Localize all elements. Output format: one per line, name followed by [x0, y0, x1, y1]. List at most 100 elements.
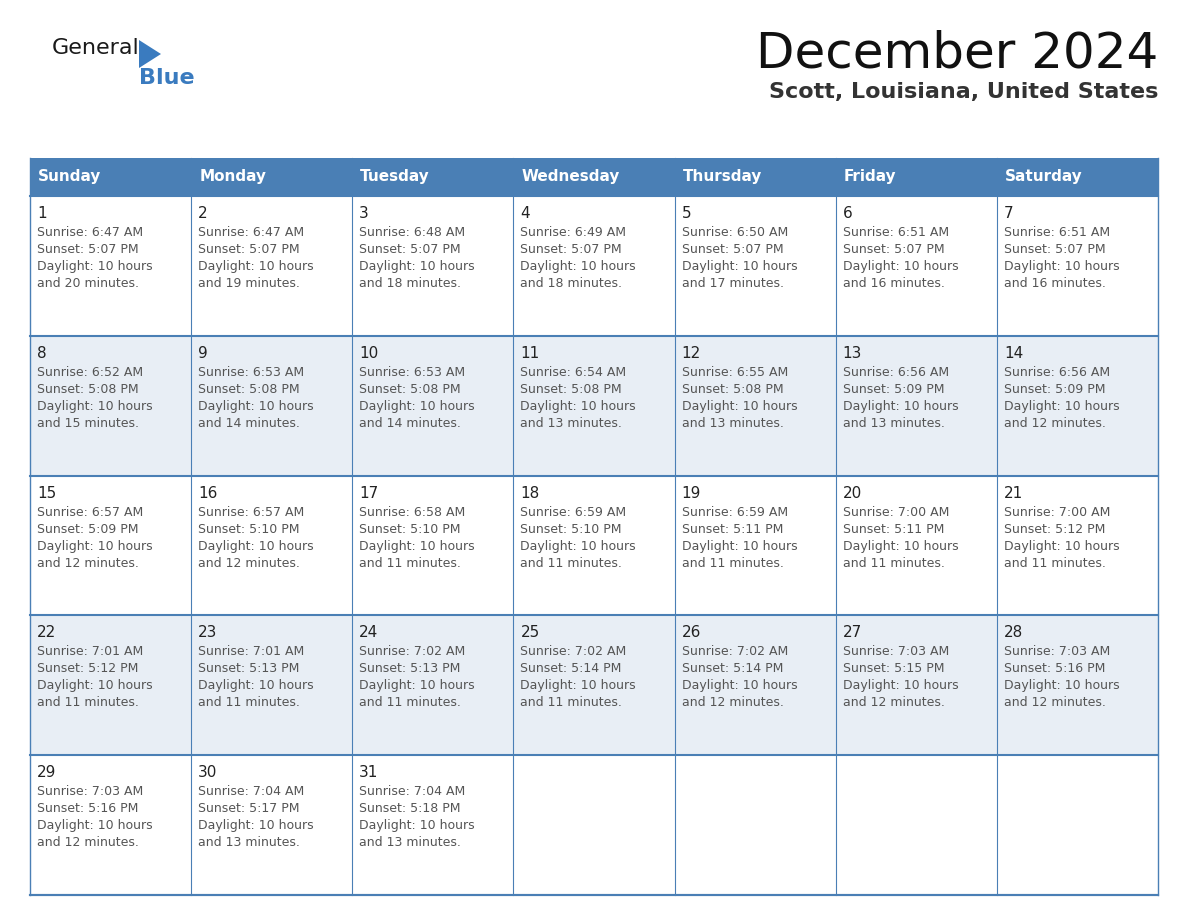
Text: 20: 20 — [842, 486, 862, 500]
Text: Sunset: 5:08 PM: Sunset: 5:08 PM — [198, 383, 299, 396]
Text: Daylight: 10 hours: Daylight: 10 hours — [37, 819, 152, 833]
Text: Blue: Blue — [139, 68, 195, 88]
Text: Sunset: 5:09 PM: Sunset: 5:09 PM — [1004, 383, 1105, 396]
Text: 27: 27 — [842, 625, 862, 641]
Text: Daylight: 10 hours: Daylight: 10 hours — [682, 400, 797, 413]
Text: Sunrise: 6:58 AM: Sunrise: 6:58 AM — [359, 506, 466, 519]
Text: Sunrise: 6:57 AM: Sunrise: 6:57 AM — [198, 506, 304, 519]
Text: and 12 minutes.: and 12 minutes. — [842, 697, 944, 710]
Text: Sunrise: 7:04 AM: Sunrise: 7:04 AM — [359, 785, 466, 798]
Text: and 12 minutes.: and 12 minutes. — [37, 556, 139, 569]
Text: Daylight: 10 hours: Daylight: 10 hours — [1004, 400, 1119, 413]
Text: Sunset: 5:16 PM: Sunset: 5:16 PM — [37, 802, 138, 815]
Text: and 11 minutes.: and 11 minutes. — [1004, 556, 1106, 569]
Text: Sunset: 5:12 PM: Sunset: 5:12 PM — [1004, 522, 1105, 535]
Text: Daylight: 10 hours: Daylight: 10 hours — [359, 540, 475, 553]
Text: Sunrise: 7:03 AM: Sunrise: 7:03 AM — [37, 785, 144, 798]
Text: Sunrise: 7:01 AM: Sunrise: 7:01 AM — [198, 645, 304, 658]
Text: Sunrise: 6:50 AM: Sunrise: 6:50 AM — [682, 226, 788, 239]
Text: Daylight: 10 hours: Daylight: 10 hours — [520, 260, 636, 273]
Text: Sunset: 5:10 PM: Sunset: 5:10 PM — [359, 522, 461, 535]
Text: Daylight: 10 hours: Daylight: 10 hours — [1004, 679, 1119, 692]
Text: 3: 3 — [359, 206, 369, 221]
Text: 6: 6 — [842, 206, 853, 221]
Text: Sunset: 5:13 PM: Sunset: 5:13 PM — [359, 663, 461, 676]
Text: and 13 minutes.: and 13 minutes. — [682, 417, 783, 430]
Text: Daylight: 10 hours: Daylight: 10 hours — [359, 819, 475, 833]
Text: Daylight: 10 hours: Daylight: 10 hours — [198, 260, 314, 273]
Text: Sunrise: 6:54 AM: Sunrise: 6:54 AM — [520, 365, 626, 379]
Text: and 11 minutes.: and 11 minutes. — [520, 556, 623, 569]
Text: and 11 minutes.: and 11 minutes. — [842, 556, 944, 569]
Text: 23: 23 — [198, 625, 217, 641]
Text: Daylight: 10 hours: Daylight: 10 hours — [359, 260, 475, 273]
Text: Sunset: 5:07 PM: Sunset: 5:07 PM — [1004, 243, 1106, 256]
Text: and 11 minutes.: and 11 minutes. — [520, 697, 623, 710]
Text: December 2024: December 2024 — [756, 30, 1158, 78]
Text: Sunset: 5:08 PM: Sunset: 5:08 PM — [520, 383, 623, 396]
Bar — [30, 756, 1158, 895]
Text: Sunrise: 7:00 AM: Sunrise: 7:00 AM — [1004, 506, 1111, 519]
Text: 5: 5 — [682, 206, 691, 221]
Text: Daylight: 10 hours: Daylight: 10 hours — [842, 400, 959, 413]
Text: Sunset: 5:10 PM: Sunset: 5:10 PM — [520, 522, 623, 535]
Text: Sunrise: 6:47 AM: Sunrise: 6:47 AM — [198, 226, 304, 239]
Text: 11: 11 — [520, 346, 539, 361]
Text: 7: 7 — [1004, 206, 1013, 221]
Text: Daylight: 10 hours: Daylight: 10 hours — [359, 400, 475, 413]
Text: and 13 minutes.: and 13 minutes. — [842, 417, 944, 430]
Text: Sunrise: 6:51 AM: Sunrise: 6:51 AM — [1004, 226, 1110, 239]
Bar — [30, 336, 1158, 476]
Text: Wednesday: Wednesday — [522, 170, 620, 185]
Text: and 18 minutes.: and 18 minutes. — [359, 277, 461, 290]
Text: Sunset: 5:13 PM: Sunset: 5:13 PM — [198, 663, 299, 676]
Text: and 17 minutes.: and 17 minutes. — [682, 277, 784, 290]
Text: Sunset: 5:15 PM: Sunset: 5:15 PM — [842, 663, 944, 676]
Text: and 19 minutes.: and 19 minutes. — [198, 277, 301, 290]
Text: Sunset: 5:17 PM: Sunset: 5:17 PM — [198, 802, 299, 815]
Text: 26: 26 — [682, 625, 701, 641]
Text: and 13 minutes.: and 13 minutes. — [520, 417, 623, 430]
Bar — [30, 158, 1158, 196]
Text: Sunrise: 7:03 AM: Sunrise: 7:03 AM — [842, 645, 949, 658]
Text: Sunday: Sunday — [38, 170, 101, 185]
Text: 12: 12 — [682, 346, 701, 361]
Text: Sunset: 5:07 PM: Sunset: 5:07 PM — [37, 243, 139, 256]
Text: Saturday: Saturday — [1005, 170, 1082, 185]
Text: Sunrise: 7:04 AM: Sunrise: 7:04 AM — [198, 785, 304, 798]
Text: Daylight: 10 hours: Daylight: 10 hours — [37, 679, 152, 692]
Text: Sunset: 5:11 PM: Sunset: 5:11 PM — [842, 522, 944, 535]
Text: and 15 minutes.: and 15 minutes. — [37, 417, 139, 430]
Text: Sunset: 5:16 PM: Sunset: 5:16 PM — [1004, 663, 1105, 676]
Text: Sunrise: 6:53 AM: Sunrise: 6:53 AM — [198, 365, 304, 379]
Bar — [30, 476, 1158, 615]
Text: Sunrise: 6:51 AM: Sunrise: 6:51 AM — [842, 226, 949, 239]
Text: Daylight: 10 hours: Daylight: 10 hours — [520, 540, 636, 553]
Text: Daylight: 10 hours: Daylight: 10 hours — [37, 260, 152, 273]
Text: Daylight: 10 hours: Daylight: 10 hours — [682, 260, 797, 273]
Text: and 11 minutes.: and 11 minutes. — [359, 556, 461, 569]
Text: Sunset: 5:10 PM: Sunset: 5:10 PM — [198, 522, 299, 535]
Text: 25: 25 — [520, 625, 539, 641]
Text: Sunrise: 7:01 AM: Sunrise: 7:01 AM — [37, 645, 144, 658]
Text: and 11 minutes.: and 11 minutes. — [37, 697, 139, 710]
Text: 15: 15 — [37, 486, 56, 500]
Text: Daylight: 10 hours: Daylight: 10 hours — [1004, 260, 1119, 273]
Bar — [30, 196, 1158, 336]
Text: and 12 minutes.: and 12 minutes. — [1004, 697, 1106, 710]
Text: Friday: Friday — [843, 170, 896, 185]
Text: and 13 minutes.: and 13 minutes. — [198, 836, 301, 849]
Text: Daylight: 10 hours: Daylight: 10 hours — [359, 679, 475, 692]
Text: and 20 minutes.: and 20 minutes. — [37, 277, 139, 290]
Text: 17: 17 — [359, 486, 379, 500]
Text: and 12 minutes.: and 12 minutes. — [1004, 417, 1106, 430]
Text: Sunset: 5:07 PM: Sunset: 5:07 PM — [520, 243, 623, 256]
Text: Daylight: 10 hours: Daylight: 10 hours — [198, 540, 314, 553]
Text: 10: 10 — [359, 346, 379, 361]
Text: Daylight: 10 hours: Daylight: 10 hours — [842, 679, 959, 692]
Text: Daylight: 10 hours: Daylight: 10 hours — [842, 260, 959, 273]
Text: Sunset: 5:07 PM: Sunset: 5:07 PM — [198, 243, 299, 256]
Text: and 11 minutes.: and 11 minutes. — [682, 556, 783, 569]
Text: Sunrise: 6:59 AM: Sunrise: 6:59 AM — [682, 506, 788, 519]
Text: Daylight: 10 hours: Daylight: 10 hours — [682, 679, 797, 692]
